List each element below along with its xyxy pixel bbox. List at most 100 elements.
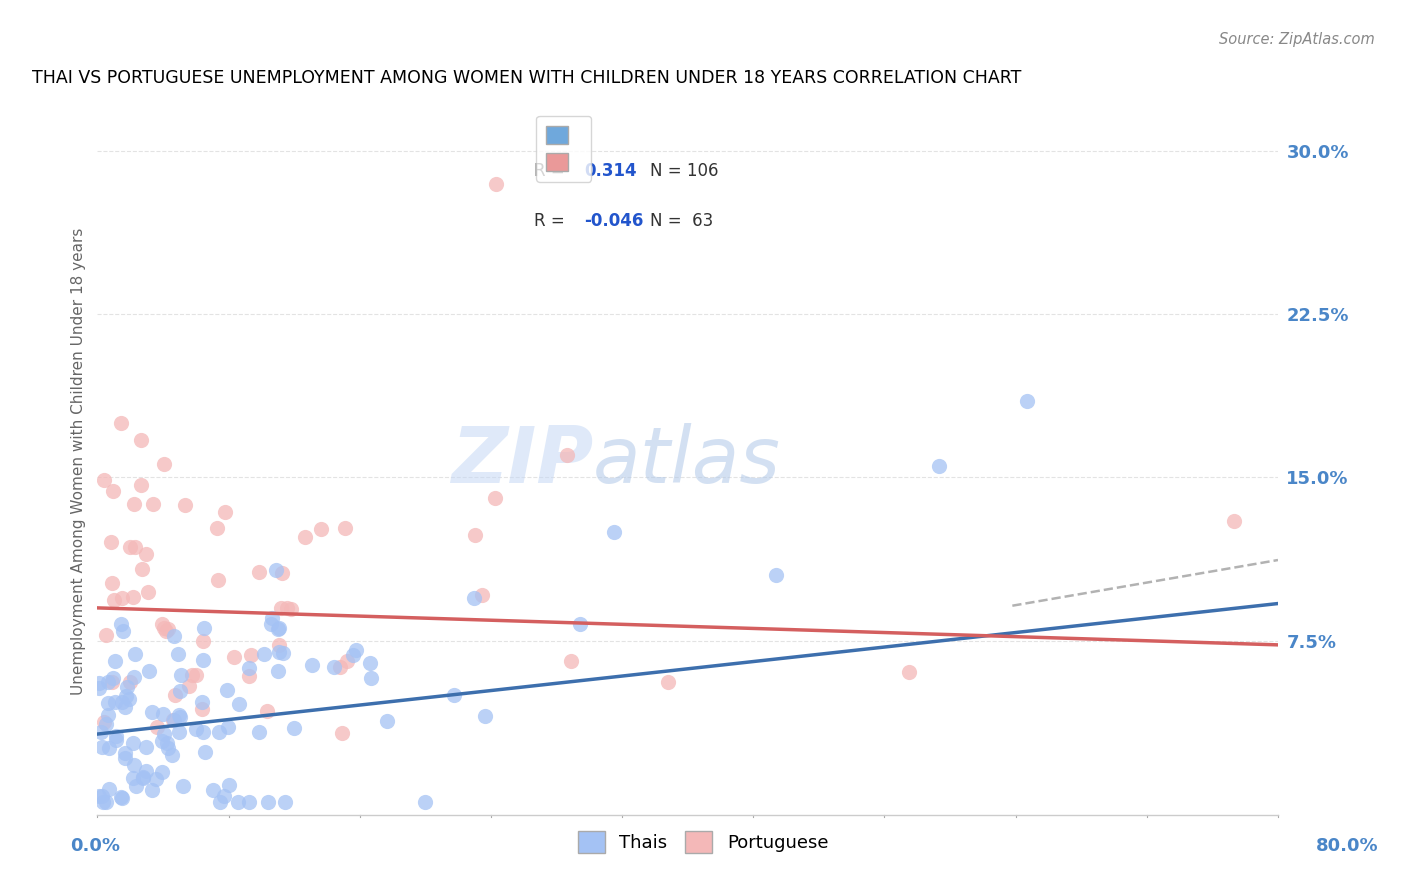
Thais xyxy=(87,681,110,695)
Thais xyxy=(274,795,297,809)
Portuguese xyxy=(100,534,122,549)
Thais xyxy=(257,795,280,809)
Thais xyxy=(110,617,132,632)
Thais xyxy=(150,764,173,779)
Thais xyxy=(344,643,367,657)
Portuguese xyxy=(191,701,214,715)
Text: N = 106: N = 106 xyxy=(650,162,718,180)
Thais xyxy=(111,790,134,805)
Thais xyxy=(91,740,114,755)
Portuguese xyxy=(101,483,124,498)
Text: 80.0%: 80.0% xyxy=(1316,837,1378,855)
Thais xyxy=(167,724,190,739)
Portuguese xyxy=(162,713,184,727)
Thais xyxy=(156,741,179,756)
Thais xyxy=(301,658,323,673)
Portuguese xyxy=(163,688,186,702)
Portuguese xyxy=(93,473,115,487)
Legend: Thais, Portuguese: Thais, Portuguese xyxy=(571,824,835,861)
Thais xyxy=(103,694,125,708)
Thais xyxy=(238,795,260,809)
Thais xyxy=(463,591,485,605)
Thais xyxy=(765,568,787,582)
Portuguese xyxy=(276,601,298,615)
Thais xyxy=(115,689,138,703)
Portuguese xyxy=(135,548,157,562)
Thais xyxy=(97,696,120,710)
Portuguese xyxy=(177,679,200,693)
Thais xyxy=(191,695,214,709)
Thais xyxy=(125,780,148,794)
Thais xyxy=(413,795,436,809)
Thais xyxy=(173,779,195,793)
Thais xyxy=(184,722,207,736)
Thais xyxy=(150,733,173,747)
Portuguese xyxy=(207,574,229,588)
Portuguese xyxy=(336,654,359,668)
Text: R =: R = xyxy=(534,162,571,180)
Thais xyxy=(375,714,398,728)
Thais xyxy=(114,700,136,714)
Thais xyxy=(267,664,290,678)
Portuguese xyxy=(180,668,202,682)
Portuguese xyxy=(238,669,260,683)
Thais xyxy=(443,688,465,702)
Thais xyxy=(228,697,250,711)
Portuguese xyxy=(150,616,173,631)
Thais xyxy=(141,783,163,797)
Y-axis label: Unemployment Among Women with Children Under 18 years: Unemployment Among Women with Children U… xyxy=(72,227,86,695)
Text: ZIP: ZIP xyxy=(451,423,593,499)
Text: THAI VS PORTUGUESE UNEMPLOYMENT AMONG WOMEN WITH CHILDREN UNDER 18 YEARS CORRELA: THAI VS PORTUGUESE UNEMPLOYMENT AMONG WO… xyxy=(32,69,1022,87)
Thais xyxy=(145,772,167,786)
Thais xyxy=(322,659,344,673)
Thais xyxy=(603,524,626,539)
Portuguese xyxy=(120,540,142,554)
Thais xyxy=(122,771,145,785)
Thais xyxy=(928,459,950,474)
Thais xyxy=(117,680,139,694)
Thais xyxy=(141,705,163,719)
Portuguese xyxy=(267,638,290,652)
Portuguese xyxy=(131,561,153,575)
Portuguese xyxy=(121,590,143,604)
Legend: , : , xyxy=(536,116,591,181)
Thais xyxy=(97,741,120,756)
Thais xyxy=(135,739,157,754)
Thais xyxy=(238,661,260,675)
Thais xyxy=(208,795,231,809)
Thais xyxy=(283,721,305,735)
Portuguese xyxy=(101,575,124,590)
Thais xyxy=(212,789,235,803)
Thais xyxy=(104,729,127,743)
Portuguese xyxy=(155,624,177,638)
Portuguese xyxy=(280,602,302,616)
Portuguese xyxy=(484,491,506,505)
Thais xyxy=(105,733,128,747)
Portuguese xyxy=(657,674,679,689)
Thais xyxy=(568,616,591,631)
Thais xyxy=(122,736,145,750)
Portuguese xyxy=(129,433,152,447)
Portuguese xyxy=(138,584,160,599)
Portuguese xyxy=(557,448,579,462)
Thais xyxy=(267,645,290,659)
Portuguese xyxy=(471,588,494,602)
Thais xyxy=(124,647,146,661)
Thais xyxy=(208,725,231,739)
Portuguese xyxy=(256,704,278,718)
Portuguese xyxy=(898,665,921,680)
Thais xyxy=(104,654,127,668)
Thais xyxy=(163,629,186,643)
Thais xyxy=(87,789,110,804)
Thais xyxy=(114,751,136,765)
Thais xyxy=(474,708,496,723)
Thais xyxy=(167,707,190,722)
Thais xyxy=(90,789,112,803)
Thais xyxy=(94,795,117,809)
Portuguese xyxy=(464,528,486,542)
Thais xyxy=(163,713,186,727)
Portuguese xyxy=(205,521,228,535)
Text: -0.046: -0.046 xyxy=(583,211,643,229)
Thais xyxy=(97,674,120,689)
Thais xyxy=(135,764,157,778)
